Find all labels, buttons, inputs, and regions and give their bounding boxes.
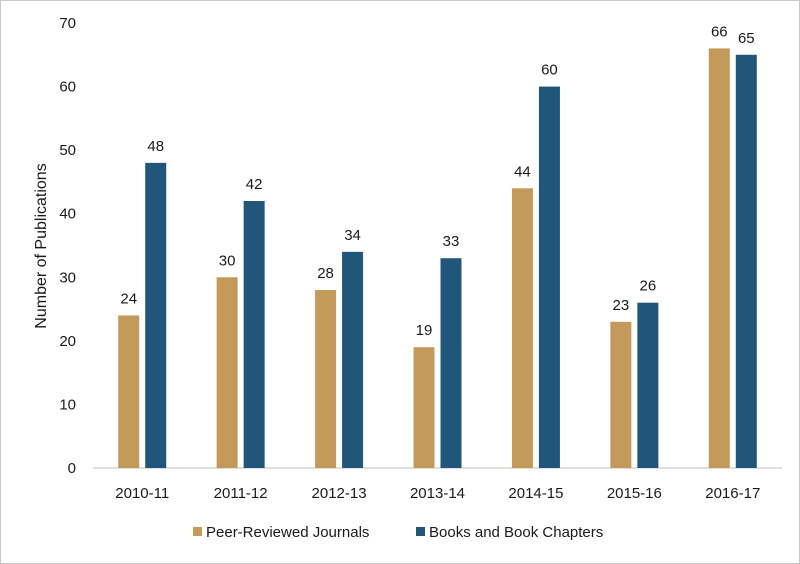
bar-books-and-book-chapters-2011-12 [243,201,265,468]
y-tick-label: 10 [59,396,76,413]
x-tick-label: 2015-16 [607,485,662,502]
y-tick-label: 70 [59,15,76,32]
data-label: 28 [317,265,334,282]
bar-books-and-book-chapters-2012-13 [342,251,364,468]
y-axis-label: Number of Publications [33,163,50,328]
data-label: 26 [640,278,657,295]
x-tick-label: 2011-12 [214,485,268,502]
bar-books-and-book-chapters-2010-11 [145,162,167,468]
legend: Peer-Reviewed Journals Books and Book Cha… [193,524,603,541]
legend-swatch [193,527,202,536]
x-tick-label: 2014-15 [508,485,563,502]
data-label: 42 [246,176,263,193]
y-axis-ticks: 0 10 20 30 40 50 60 70 [59,15,76,477]
data-label: 48 [147,138,164,155]
data-label: 19 [416,322,433,339]
x-tick-label: 2013-14 [410,485,465,502]
y-tick-label: 40 [59,206,76,223]
data-label: 24 [120,290,137,307]
data-label: 23 [613,297,630,314]
x-tick-label: 2010-11 [115,485,169,502]
bars [118,48,757,469]
data-label: 30 [219,252,236,269]
x-tick-label: 2012-13 [312,485,367,502]
bar-peer-reviewed-journals-2010-11 [118,315,140,468]
data-label: 34 [344,227,361,244]
bar-peer-reviewed-journals-2012-13 [315,290,337,468]
data-label: 65 [738,30,755,47]
data-label: 66 [711,23,728,40]
y-tick-label: 50 [59,142,76,159]
legend-swatch [416,527,425,536]
legend-label: Peer-Reviewed Journals [206,524,369,541]
y-tick-label: 20 [59,333,76,350]
legend-label: Books and Book Chapters [429,524,603,541]
x-tick-label: 2016-17 [705,485,760,502]
data-label: 44 [514,163,531,180]
bar-books-and-book-chapters-2013-14 [440,258,462,468]
data-labels: 24 48 30 42 28 34 19 33 44 60 23 26 66 65 [120,23,754,339]
bar-peer-reviewed-journals-2015-16 [610,321,632,468]
data-label: 60 [541,62,558,79]
bar-books-and-book-chapters-2016-17 [735,54,757,469]
y-tick-label: 30 [59,269,76,286]
bar-books-and-book-chapters-2015-16 [637,302,659,468]
bar-peer-reviewed-journals-2016-17 [708,48,730,469]
y-tick-label: 0 [68,460,76,477]
y-tick-label: 60 [59,79,76,96]
bar-peer-reviewed-journals-2014-15 [511,188,533,469]
bar-peer-reviewed-journals-2013-14 [413,347,435,468]
x-axis-ticks: 2010-11 2011-12 2012-13 2013-14 2014-15 2015-… [115,485,760,502]
bar-books-and-book-chapters-2014-15 [538,86,560,469]
data-label: 33 [443,233,460,250]
bar-peer-reviewed-journals-2011-12 [216,277,238,468]
